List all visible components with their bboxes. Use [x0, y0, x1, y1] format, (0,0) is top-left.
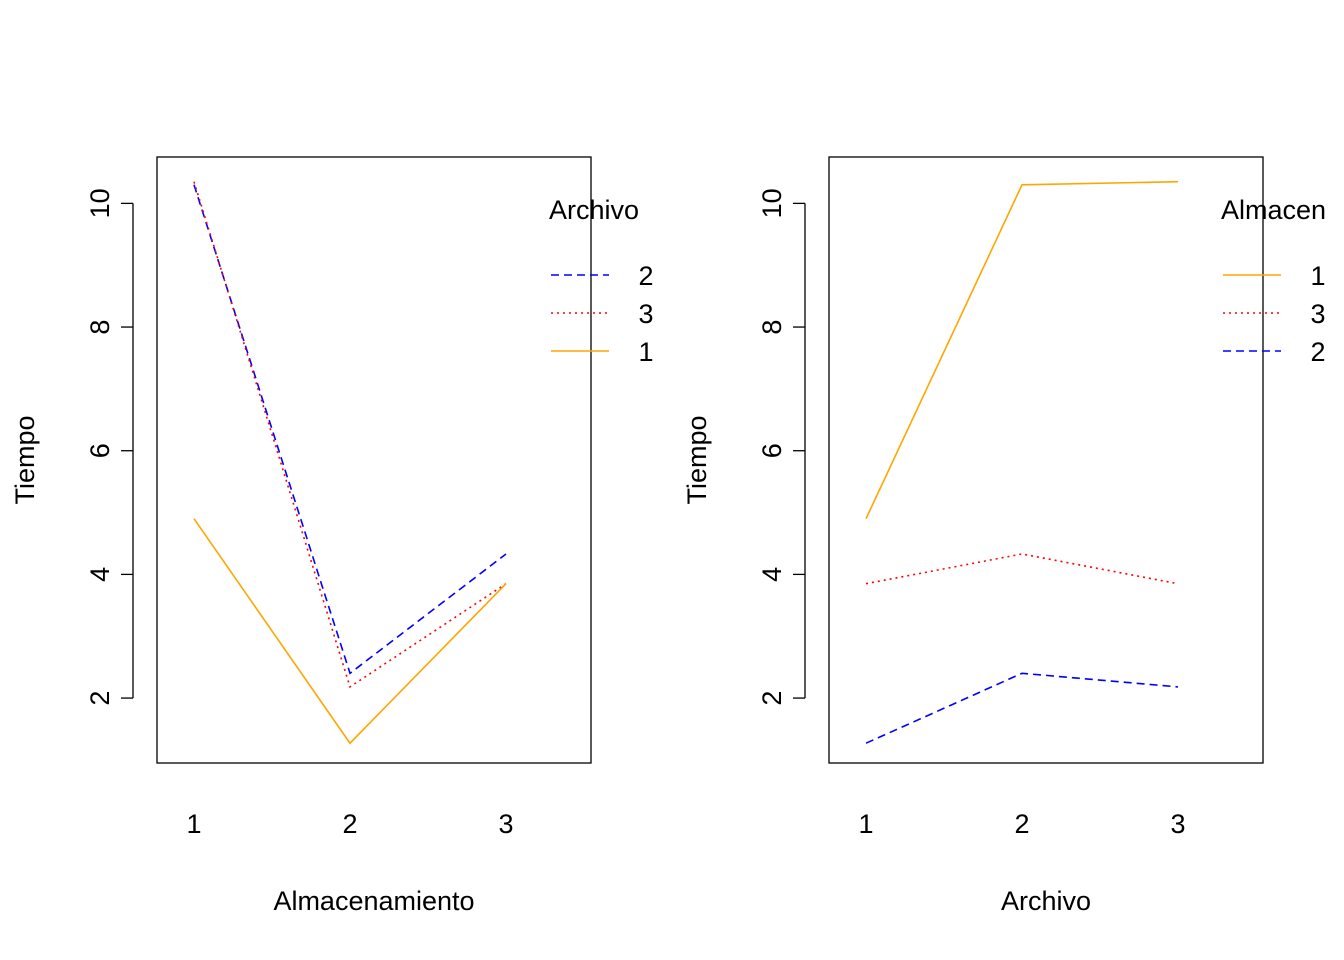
- y-tick-label: 2: [85, 691, 115, 706]
- y-axis-title: Tiempo: [682, 415, 712, 504]
- y-tick-label: 8: [757, 320, 787, 335]
- y-tick-label: 6: [85, 443, 115, 458]
- y-tick-label: 10: [85, 188, 115, 218]
- x-axis-title: Almacenamiento: [273, 886, 474, 916]
- x-tick-label: 3: [1170, 809, 1185, 839]
- series-line-3: [865, 553, 1179, 585]
- legend-label: 3: [1310, 299, 1325, 329]
- series-line-2: [865, 672, 1179, 744]
- x-tick-label: 3: [498, 809, 513, 839]
- legend-label: 1: [1310, 261, 1325, 291]
- x-tick-label: 1: [858, 809, 873, 839]
- legend-title: Almacen: [1221, 195, 1326, 225]
- x-tick-label: 1: [186, 809, 201, 839]
- x-tick-label: 2: [1014, 809, 1029, 839]
- y-tick-label: 8: [85, 320, 115, 335]
- y-axis-title: Tiempo: [10, 415, 40, 504]
- legend-label: 3: [638, 299, 653, 329]
- x-tick-label: 2: [342, 809, 357, 839]
- x-axis-title: Archivo: [1001, 886, 1091, 916]
- y-tick-label: 10: [757, 188, 787, 218]
- plot-frame: [828, 156, 1264, 764]
- y-tick-label: 6: [757, 443, 787, 458]
- series-line-1: [193, 518, 507, 745]
- series-line-3: [193, 181, 507, 689]
- y-tick-label: 2: [757, 691, 787, 706]
- y-tick-label: 4: [85, 567, 115, 582]
- legend-label: 2: [1310, 337, 1325, 367]
- legend-title: Archivo: [549, 195, 639, 225]
- series-line-2: [193, 184, 507, 675]
- y-tick-label: 4: [757, 567, 787, 582]
- legend-label: 1: [638, 337, 653, 367]
- legend-label: 2: [638, 261, 653, 291]
- series-line-1: [865, 180, 1179, 520]
- plot-frame: [156, 156, 592, 764]
